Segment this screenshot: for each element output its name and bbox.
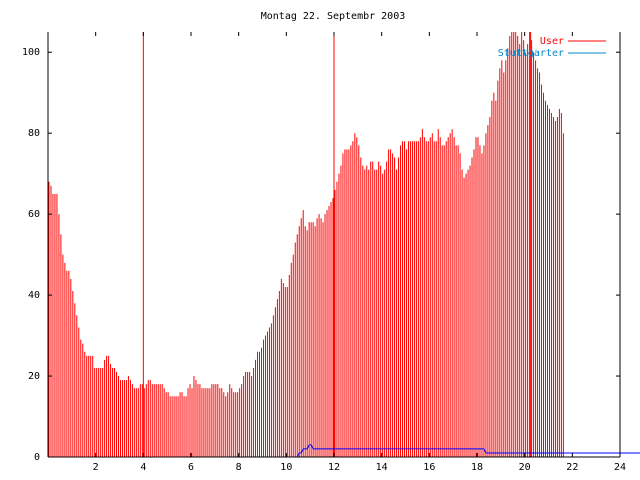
x-tick-label: 22 [566,462,578,473]
legend: User Stuttgarter [498,36,606,59]
x-tick-label: 2 [93,462,99,473]
y-tick-label: 0 [34,452,40,463]
x-tick-label: 18 [471,462,483,473]
x-axis-ticks: 2 4 6 8 10 12 14 16 18 20 22 24 [93,32,626,473]
chart-title: Montag 22. Septembr 2003 [261,11,406,22]
y-axis-ticks: 0 20 40 60 80 100 [22,47,620,463]
x-tick-label: 16 [423,462,435,473]
y-tick-label: 20 [28,371,40,382]
y-tick-label: 100 [22,47,40,58]
x-tick-label: 12 [328,462,340,473]
legend-user-label: User [540,36,564,47]
x-tick-label: 6 [188,462,194,473]
x-tick-label: 14 [376,462,388,473]
user-series-bars [48,32,564,457]
y-tick-label: 80 [28,128,40,139]
x-tick-label: 10 [280,462,292,473]
x-tick-label: 4 [140,462,146,473]
x-tick-label: 8 [236,462,242,473]
y-tick-label: 60 [28,209,40,220]
x-tick-label: 24 [614,462,626,473]
legend-stuttgarter-label: Stuttgarter [498,48,564,59]
x-tick-label: 20 [519,462,531,473]
y-tick-label: 40 [28,290,40,301]
